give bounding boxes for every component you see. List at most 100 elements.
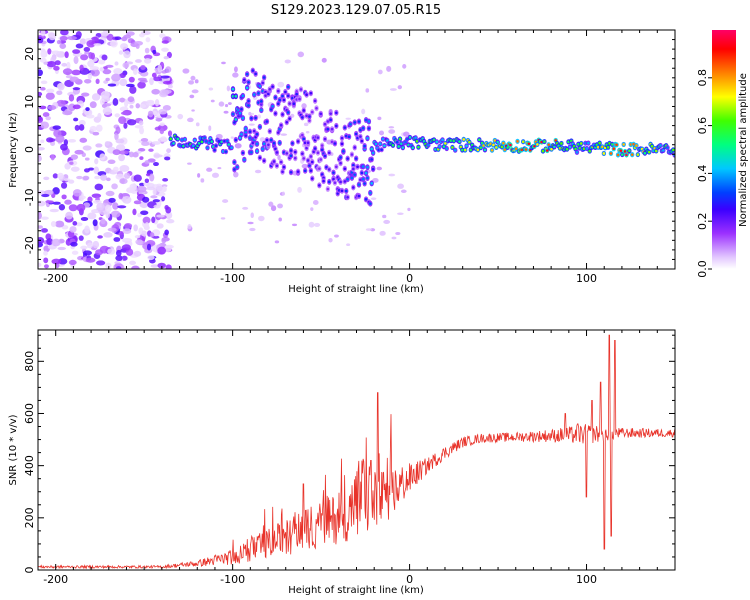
spectrogram-cell [155, 185, 163, 192]
spectrogram-cell [152, 199, 160, 203]
spectrogram-cell [327, 168, 331, 171]
spectrogram-cell [161, 237, 167, 244]
spectrogram-cell [628, 149, 631, 153]
spectrogram-cell [319, 158, 323, 161]
spectrogram-cell [94, 175, 101, 180]
spectrogram-cell [389, 88, 397, 91]
spectrogram-cell [97, 235, 103, 239]
spectrogram-cell [302, 109, 306, 112]
spectrogram-cell [281, 113, 284, 116]
spectrogram-cell [391, 236, 397, 240]
spectrogram-cell [490, 148, 494, 152]
spectrogram-x-tick-label: -200 [43, 272, 68, 285]
spectrogram-cell [45, 200, 54, 204]
spectrogram-cell [339, 161, 342, 165]
spectrogram-cell [78, 124, 85, 131]
spectrogram-cell [329, 118, 332, 122]
spectrogram-cell [400, 189, 407, 194]
spectrogram-cell [158, 108, 168, 115]
spectrogram-cell [58, 258, 68, 265]
spectrogram-cell [233, 160, 236, 164]
spectrogram-cell [208, 125, 212, 132]
snr-x-tick-label: 0 [406, 573, 413, 586]
spectrogram-cell [113, 237, 121, 242]
spectrogram-cell [38, 190, 46, 195]
spectrogram-cell [188, 80, 195, 85]
spectrogram-cell [122, 62, 130, 69]
spectrogram-cell [157, 64, 163, 73]
snr-x-label: Height of straight line (km) [288, 585, 424, 596]
spectrogram-cell [377, 69, 383, 75]
spectrogram-cell [303, 122, 309, 127]
spectrogram-cell [197, 141, 201, 145]
spectrogram-cell [144, 178, 150, 183]
spectrogram-cell [43, 61, 48, 65]
spectrogram-cell [47, 48, 52, 55]
spectrogram-cell [56, 99, 66, 107]
spectrogram-cell [243, 158, 246, 162]
spectrogram-cell [38, 262, 42, 268]
spectrogram-cell [365, 88, 370, 93]
spectrogram-cell [330, 127, 334, 131]
spectrogram-cell [230, 136, 234, 139]
spectrogram-cell [536, 143, 539, 146]
spectrogram-cell [103, 200, 110, 204]
spectrogram-cell [310, 207, 314, 211]
spectrogram-cell [52, 187, 60, 195]
spectrogram-cell [609, 152, 613, 155]
colorbar-tick-label: 0.0 [696, 260, 709, 278]
spectrogram-cell [285, 152, 289, 155]
spectrogram-cell [359, 128, 362, 132]
spectrogram-cell [654, 149, 658, 153]
spectrogram-cell [44, 189, 54, 196]
spectrogram-cell [288, 102, 291, 105]
spectrogram-cell [161, 89, 172, 94]
spectrogram-cell [111, 73, 121, 82]
spectrogram-cell [41, 193, 50, 198]
spectrogram-cell [565, 147, 569, 151]
spectrogram-cell [616, 153, 620, 157]
spectrogram-cell [166, 148, 171, 154]
spectrogram-cell [162, 80, 172, 85]
spectrogram-cell [137, 212, 142, 218]
spectrogram-cell [45, 92, 55, 100]
snr-y-tick-label: 800 [23, 351, 36, 372]
spectrogram-cell [298, 97, 301, 101]
spectrogram-cell [659, 144, 662, 147]
spectrogram-cell [323, 122, 327, 126]
spectrogram-cell [118, 150, 129, 155]
spectrogram-cell [612, 147, 616, 151]
spectrogram-cell [75, 31, 82, 39]
spectrogram-cell [54, 60, 61, 66]
spectrogram-cell [276, 89, 280, 93]
spectrogram-cell [55, 134, 65, 143]
spectrogram-cells [38, 30, 675, 269]
spectrogram-cell [122, 195, 132, 204]
spectrogram-cell [291, 96, 294, 100]
spectrogram-cell [137, 81, 146, 89]
spectrogram-cell [106, 33, 114, 41]
snr-y-label: SNR (10 * v/v) [8, 414, 19, 485]
spectrogram-cell [275, 164, 279, 168]
spectrogram-cell [308, 164, 311, 167]
spectrogram-cell [69, 226, 77, 233]
snr-y-tick-label: 0 [23, 567, 36, 574]
spectrogram-cell [79, 64, 84, 71]
spectrogram-cell [57, 83, 64, 89]
spectrogram-cell [59, 36, 68, 42]
spectrogram-cell [226, 85, 231, 92]
spectrogram-cell [316, 151, 320, 155]
spectrogram-cell [340, 136, 344, 140]
spectrogram-cell [45, 116, 51, 121]
spectrogram-cell [310, 110, 314, 114]
spectrogram-cell [99, 32, 110, 37]
spectrogram-cell [408, 136, 412, 139]
spectrogram-cell [112, 202, 119, 210]
spectrogram-cell [199, 136, 202, 140]
spectrogram-cell [260, 100, 263, 103]
spectrogram-cell [284, 59, 291, 64]
spectrogram-cell [243, 78, 246, 82]
spectrogram-cell [213, 148, 216, 152]
spectrogram-cell [193, 138, 197, 142]
spectrogram-cell [179, 144, 182, 148]
